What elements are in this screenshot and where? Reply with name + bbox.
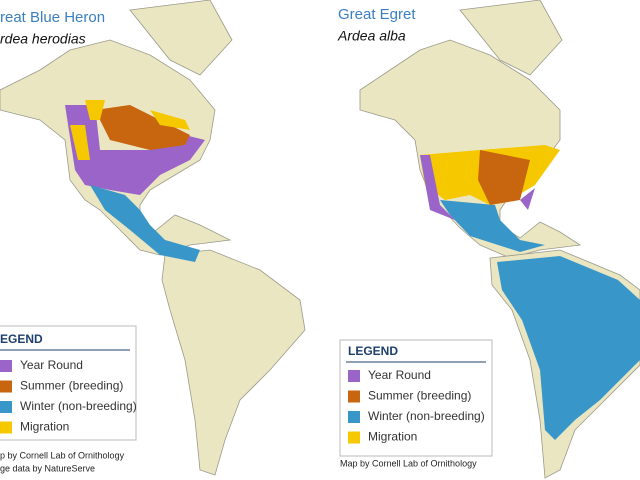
credit: ge data by NatureServe: [0, 463, 95, 473]
legend-swatch: [0, 421, 12, 434]
credit: p by Cornell Lab of Ornithology: [0, 450, 125, 460]
legend-swatch: [348, 390, 360, 403]
legend-title: LEGEND: [348, 344, 398, 358]
legend-swatch: [348, 411, 360, 423]
legend-title: EGEND: [0, 332, 43, 346]
left-map: [0, 0, 306, 476]
legend-label: Summer (breeding): [368, 389, 471, 403]
legend-label: Migration: [20, 420, 69, 434]
winter-range: [90, 185, 200, 262]
legend-swatch: [0, 380, 12, 393]
species-name: Ardea alba: [337, 28, 406, 44]
summer-range: [95, 105, 190, 150]
legend-box: [0, 325, 137, 441]
migration-range: [70, 100, 190, 160]
legend-label: Winter (non-breeding): [368, 409, 485, 423]
right-map: [359, 0, 640, 479]
north-america: [0, 39, 232, 256]
species-name: rdea herodias: [0, 31, 86, 47]
legend-label: Year Round: [20, 358, 83, 372]
map-title: reat Blue Heron: [0, 9, 105, 26]
legend-swatch: [348, 370, 360, 382]
winter-range: [440, 200, 640, 440]
legend-swatch: [0, 401, 12, 413]
legend-label: Summer (breeding): [20, 379, 123, 393]
greenland: [129, 0, 233, 76]
legend-swatch: [0, 360, 12, 372]
greenland: [459, 0, 563, 76]
legend-box: [339, 339, 493, 457]
legend-label: Year Round: [368, 368, 431, 382]
summer-range: [478, 150, 530, 205]
south-america: [161, 249, 306, 476]
legend-swatch: [348, 431, 360, 444]
map-title: Great Egret: [338, 6, 416, 23]
year-round-range: [65, 105, 205, 195]
credit: Map by Cornell Lab of Ornithology: [340, 458, 477, 468]
legend-label: Winter (non-breeding): [20, 399, 137, 413]
legend-label: Migration: [368, 430, 417, 444]
